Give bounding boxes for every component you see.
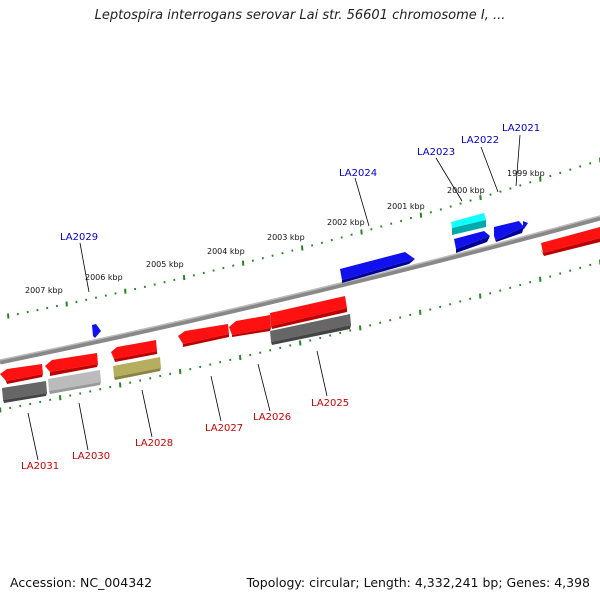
gene-label-la2031[interactable]: LA2031 <box>21 461 59 472</box>
gene-label-la2026[interactable]: LA2026 <box>253 412 291 423</box>
gene-la2025[interactable] <box>270 296 347 329</box>
gene-label-la2030[interactable]: LA2030 <box>72 451 110 462</box>
gene-label-la2021[interactable]: LA2021 <box>502 123 540 134</box>
gene-label-la2025[interactable]: LA2025 <box>311 398 349 409</box>
accession-text: Accession: NC_004342 <box>10 575 153 590</box>
gene-label-la2028[interactable]: LA2028 <box>135 438 173 449</box>
gene-la2026[interactable] <box>229 315 271 337</box>
gene-label-la2029[interactable]: LA2029 <box>60 232 98 243</box>
kbp-label: 2004 kbp <box>207 247 245 256</box>
gene-la2024[interactable] <box>340 252 415 283</box>
feature-gray-la2031[interactable] <box>2 381 47 403</box>
gene-la2022[interactable] <box>494 221 524 242</box>
kbp-label: 2003 kbp <box>267 233 305 242</box>
gene-label-la2027[interactable]: LA2027 <box>205 423 243 434</box>
gene-la2029[interactable] <box>92 324 101 338</box>
gene-label-la2022[interactable]: LA2022 <box>461 135 499 146</box>
upper-tick-track <box>7 157 600 319</box>
gene-label-la2023[interactable]: LA2023 <box>417 147 455 158</box>
gene-la2023[interactable] <box>454 231 490 253</box>
chromosome-backbone-highlight <box>0 215 600 361</box>
lower-tick-track <box>0 259 600 413</box>
map-title: Leptospira interrogans serovar Lai str. … <box>94 8 506 23</box>
gene-right-edge[interactable] <box>541 227 600 256</box>
feature-gray-la2025[interactable] <box>270 314 351 345</box>
gene-la2028[interactable] <box>111 340 157 362</box>
kbp-label: 2000 kbp <box>447 186 485 195</box>
gene-la2027[interactable] <box>178 324 229 347</box>
kbp-label: 2001 kbp <box>387 202 425 211</box>
gene-la2021[interactable] <box>523 221 528 229</box>
leader-lines <box>27 134 521 461</box>
gene-la2031[interactable] <box>0 364 43 384</box>
chromosome-backbone <box>0 215 600 365</box>
kbp-label: 2005 kbp <box>146 260 184 269</box>
gene-cyan-2000kbp[interactable] <box>451 213 486 235</box>
gene-label-la2024[interactable]: LA2024 <box>339 168 377 179</box>
gene-la2030[interactable] <box>45 353 98 376</box>
kbp-label: 2002 kbp <box>327 218 365 227</box>
topology-summary: Topology: circular; Length: 4,332,241 bp… <box>246 575 590 590</box>
kbp-label: 1999 kbp <box>507 169 545 178</box>
feature-olive-la2028[interactable] <box>113 357 161 380</box>
kbp-label: 2006 kbp <box>85 273 123 282</box>
kbp-label: 2007 kbp <box>25 286 63 295</box>
feature-lightgray-la2030[interactable] <box>48 370 101 394</box>
